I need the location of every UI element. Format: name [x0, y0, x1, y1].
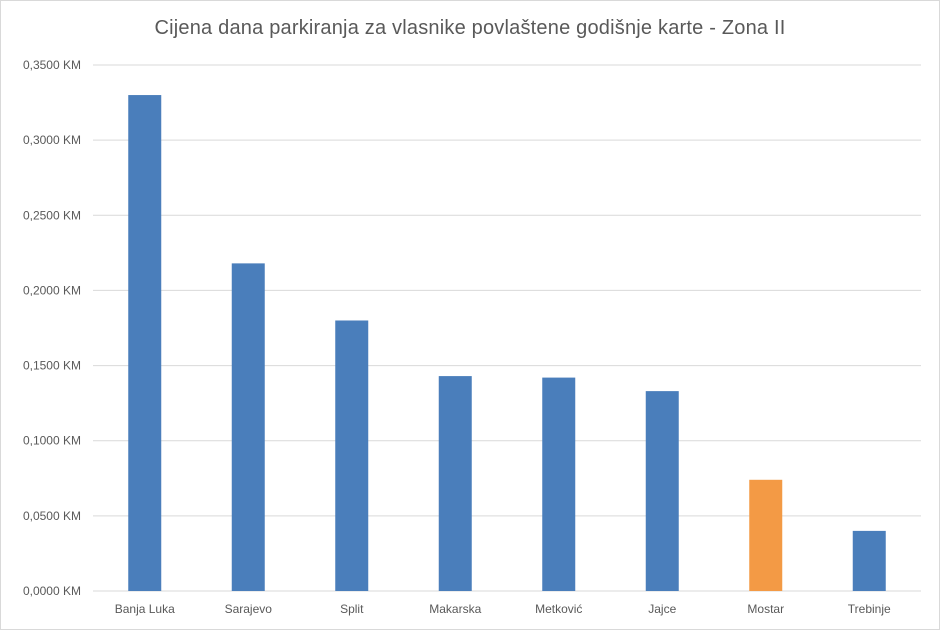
x-tick-label: Mostar — [747, 602, 784, 616]
bar — [852, 530, 886, 591]
y-axis-ticks: 0,0000 KM 0,0500 KM 0,1000 KM 0,1500 KM 0,20… — [23, 58, 81, 598]
bar — [542, 377, 576, 591]
gridlines — [93, 64, 921, 592]
y-tick-label: 0,3000 KM — [23, 133, 81, 147]
y-tick-label: 0,0000 KM — [23, 584, 81, 598]
x-tick-label: Sarajevo — [225, 602, 273, 616]
bar — [749, 479, 783, 591]
bar — [231, 263, 265, 591]
bar — [335, 320, 369, 591]
y-tick-label: 0,0500 KM — [23, 509, 81, 523]
x-tick-label: Banja Luka — [115, 602, 175, 616]
y-tick-label: 0,2000 KM — [23, 283, 81, 297]
bar — [645, 391, 679, 591]
x-tick-label: Trebinje — [848, 602, 891, 616]
y-tick-label: 0,3500 KM — [23, 58, 81, 72]
x-tick-label: Metković — [535, 602, 582, 616]
bar — [128, 95, 162, 592]
y-tick-label: 0,2500 KM — [23, 208, 81, 222]
bar — [438, 376, 472, 591]
x-axis-ticks: Banja Luka Sarajevo Split Makarska Metković J… — [115, 602, 891, 616]
y-tick-label: 0,1500 KM — [23, 359, 81, 373]
x-tick-label: Makarska — [429, 602, 481, 616]
chart-title: Cijena dana parkiranja za vlasnike povla… — [154, 17, 786, 39]
x-tick-label: Split — [340, 602, 364, 616]
bars — [128, 95, 886, 592]
y-tick-label: 0,1000 KM — [23, 434, 81, 448]
x-tick-label: Jajce — [648, 602, 676, 616]
